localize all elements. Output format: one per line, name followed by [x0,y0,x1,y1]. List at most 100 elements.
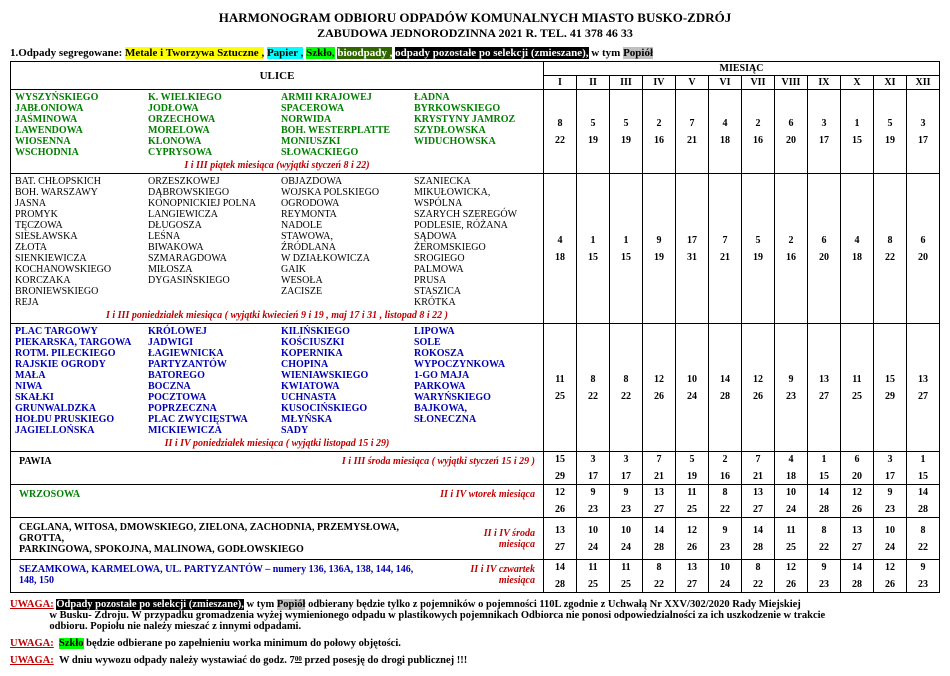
street-cell: SEZAMKOWA, KARMELOWA, UL. PARTYZANTÓW – … [11,560,544,593]
date-cell: 519 [741,174,774,324]
schedule-note: II i IV środa miesiąca [446,528,539,550]
date-cell: 1125 [609,560,642,593]
date-cell: 1024 [609,518,642,560]
schedule-note: I i III poniedziałek miesiąca ( wyjątki … [15,310,539,321]
street-name: OGRODOWA [281,198,406,209]
street-name: GRUNWALDZKA [15,403,140,414]
street-name: PARKOWA [414,381,539,392]
date-cell: 418 [708,90,741,174]
date-cell: 721 [675,90,708,174]
month-col: V [675,76,708,90]
month-col: XII [906,76,939,90]
street-name: KONOPNICKIEJ POLNA [148,198,273,209]
uwaga-2: UWAGA: Szkło będzie odbierane po zapełni… [10,638,940,649]
street-name: CYPRYSOWA [148,147,273,158]
uwaga1-popiol: Popiół [277,599,306,610]
street-name: KRÓTKA [414,297,539,308]
row-label: SEZAMKOWA, KARMELOWA, UL. PARTYZANTÓW – … [15,562,436,588]
month-col: VI [708,76,741,90]
uwaga1d: odbierany będzie tylko z pojemników o po… [305,599,800,610]
date-cell: 923 [906,560,939,593]
street-name: ZŁOTA [15,242,140,253]
street-name: ZACISZE [281,286,406,297]
street-name: ORZESZKOWEJ [148,176,273,187]
street-name: STASZICA [414,286,539,297]
date-cell: 822 [708,485,741,518]
month-col: II [576,76,609,90]
street-name: BATOREGO [148,370,273,381]
date-cell: 721 [741,452,774,485]
date-cell: 1428 [741,518,774,560]
date-cell: 822 [576,324,609,452]
date-cell: 822 [906,518,939,560]
month-col: VIII [774,76,807,90]
uwaga3c: przed posesję do drogi publicznej !!! [302,655,467,666]
date-cell: 1024 [774,485,807,518]
row-label: PAWIA [15,454,56,469]
date-cell: 1226 [840,485,873,518]
street-name: JAŚMINOWA [15,114,140,125]
month-col: IV [642,76,675,90]
uwaga2b: będzie odbierane po zapełnieniu worka mi… [84,638,401,649]
date-cell: 1428 [906,485,939,518]
street-name: KORCZAKA [15,275,140,286]
street-name: KOPERNIKA [281,348,406,359]
street-name: SROGIEGO [414,253,539,264]
date-cell: 822 [609,324,642,452]
street-name: KRÓLOWEJ [148,326,273,337]
street-cell: CEGLANA, WITOSA, DMOWSKIEGO, ZIELONA, ZA… [11,518,544,560]
street-name: ROKOSZA [414,348,539,359]
street-name: JABŁONIOWA [15,103,140,114]
date-cell: 317 [609,452,642,485]
street-name: SZARYCH SZEREGÓW [414,209,539,220]
date-cell: 1226 [741,324,774,452]
date-cell: 1327 [642,485,675,518]
header-miesiac: MIESIĄC [543,62,939,76]
date-cell: 1226 [675,518,708,560]
street-name: ORZECHOWA [148,114,273,125]
street-name: BOCZNA [148,381,273,392]
street-name: NIWA [15,381,140,392]
legend-suffix: w tym [589,47,624,59]
date-cell: 418 [774,452,807,485]
uwaga-label: UWAGA: [10,638,54,649]
street-name: MORELOWA [148,125,273,136]
date-cell: 519 [675,452,708,485]
legend-metale: Metale i Tworzywa Sztuczne , [125,47,264,59]
month-col: XI [873,76,906,90]
date-cell: 620 [807,174,840,324]
street-name: LIPOWA [414,326,539,337]
street-cell: PLAC TARGOWYPIEKARSKA, TARGOWAROTM. PILE… [11,324,544,452]
uwaga-3: UWAGA: W dniu wywozu odpady należy wysta… [10,655,940,666]
date-cell: 519 [576,90,609,174]
uwaga-label: UWAGA: [10,599,54,610]
street-name: WIDUCHOWSKA [414,136,539,147]
street-name: DĄBROWSKIEGO [148,187,273,198]
date-cell: 519 [873,90,906,174]
date-cell: 519 [609,90,642,174]
date-cell: 115 [807,452,840,485]
date-cell: 1125 [543,324,576,452]
date-cell: 721 [708,174,741,324]
date-cell: 1428 [543,560,576,593]
street-name: PROMYK [15,209,140,220]
date-cell: 822 [873,174,906,324]
street-name: BYRKOWSKIEGO [414,103,539,114]
uwaga1f: odbioru. Popiołu nie należy mieszać z in… [49,621,301,632]
street-cell: WYSZYŃSKIEGOJABŁONIOWAJAŚMINOWALAWENDOWA… [11,90,544,174]
date-cell: 1731 [675,174,708,324]
street-name: SĄDOWA [414,231,539,242]
street-name: MIŁOSZA [148,264,273,275]
street-name: REJA [15,297,140,308]
street-name: SZANIECKA [414,176,539,187]
street-name: ŁADNA [414,92,539,103]
street-name: MIKUŁOWICKA, [414,187,539,198]
street-name: BOH. WARSZAWY [15,187,140,198]
street-name: CHOPINA [281,359,406,370]
street-name: JASNA [15,198,140,209]
date-cell: 1125 [576,560,609,593]
street-name: TĘCZOWA [15,220,140,231]
street-name: NORWIDA [281,114,406,125]
street-name: POCZTOWA [148,392,273,403]
date-cell: 216 [642,90,675,174]
